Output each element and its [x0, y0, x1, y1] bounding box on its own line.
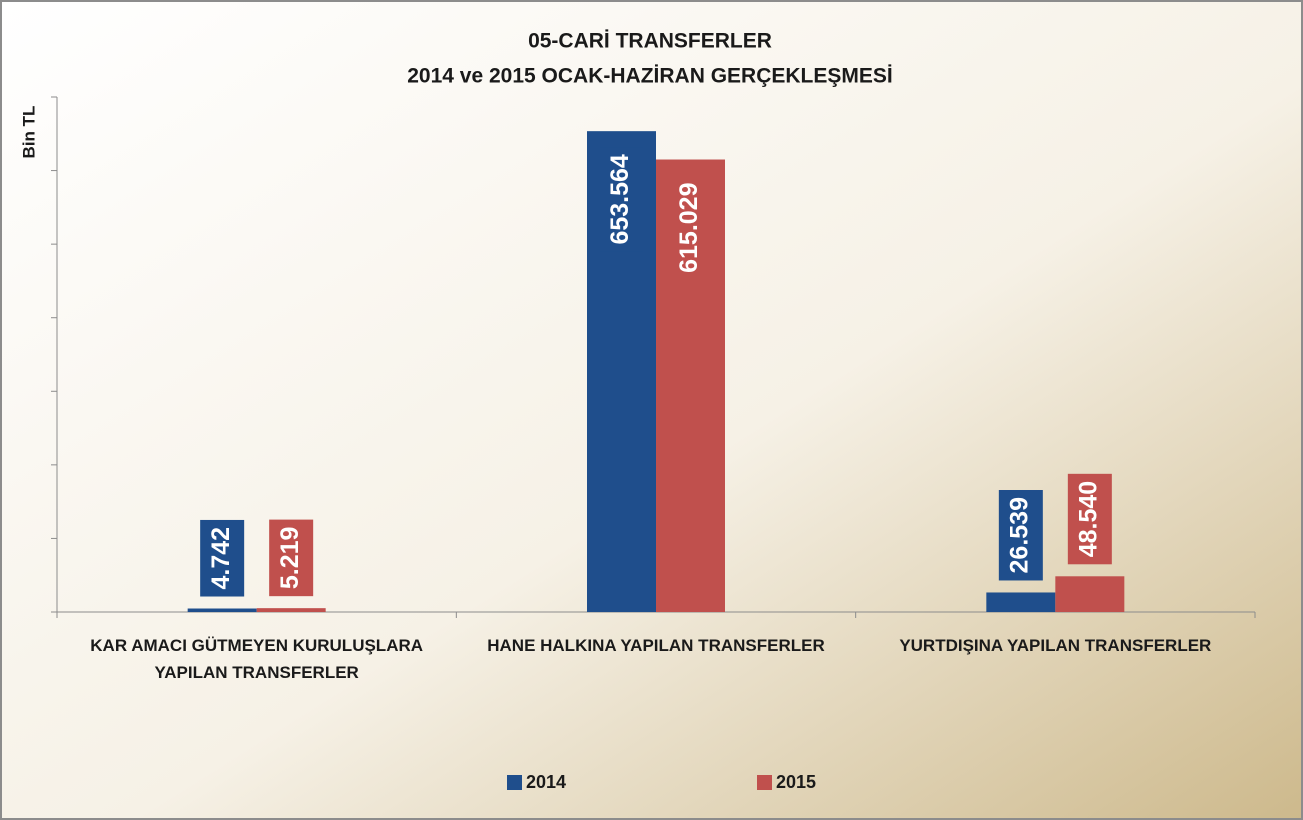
- data-label: 48.540: [1074, 481, 1102, 557]
- legend-swatch: [507, 775, 522, 790]
- legend-label: 2015: [776, 772, 816, 792]
- chart-subtitle: 2014 ve 2015 OCAK-HAZİRAN GERÇEKLEŞMESİ: [407, 65, 892, 88]
- data-label-box: [599, 147, 644, 252]
- y-axis-label: Bin TL: [19, 106, 38, 159]
- data-label-box: [668, 175, 713, 280]
- data-label-box: [200, 519, 245, 597]
- data-label: 5.219: [276, 527, 304, 590]
- data-label-box: [998, 490, 1043, 581]
- x-tick-label: YURTDIŞINA YAPILAN TRANSFERLER: [899, 636, 1212, 655]
- data-label: 615.029: [675, 183, 703, 273]
- data-label: 26.539: [1005, 497, 1033, 573]
- data-label-box: [1067, 473, 1112, 565]
- bar: [187, 608, 257, 612]
- bar: [256, 608, 326, 612]
- bar: [986, 592, 1056, 612]
- data-label-box: [269, 519, 314, 597]
- x-tick-label: HANE HALKINA YAPILAN TRANSFERLER: [487, 636, 825, 655]
- data-label: 4.742: [207, 527, 235, 590]
- bar: [1055, 576, 1125, 612]
- chart-title: 05-CARİ TRANSFERLER: [528, 30, 772, 53]
- data-label: 653.564: [606, 154, 634, 244]
- x-tick-label: KAR AMACI GÜTMEYEN KURULUŞLARA YAPILAN T…: [90, 636, 424, 682]
- legend-label: 2014: [526, 772, 566, 792]
- legend-swatch: [757, 775, 772, 790]
